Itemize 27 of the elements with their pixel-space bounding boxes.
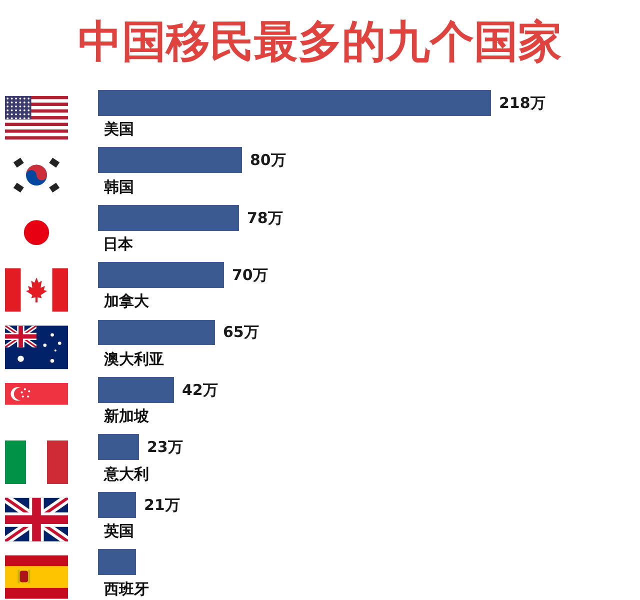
- bar: [98, 434, 139, 460]
- bar: [98, 90, 491, 116]
- bar: [98, 262, 224, 288]
- data-label: 65万: [223, 323, 259, 341]
- bar: [98, 492, 136, 518]
- bar: [98, 147, 242, 173]
- data-label: 23万: [147, 438, 183, 456]
- y-tick-label: 澳大利亚: [103, 350, 164, 368]
- y-tick-label: 意大利: [103, 465, 149, 483]
- bar: [98, 320, 215, 345]
- data-label: 42万: [182, 381, 218, 399]
- data-label: 218万: [499, 94, 546, 112]
- y-tick-label: 英国: [103, 522, 134, 540]
- data-label: 21万: [144, 496, 180, 514]
- bar: [98, 549, 136, 575]
- y-tick-label: 日本: [103, 235, 134, 253]
- data-label: 78万: [247, 209, 283, 227]
- y-tick-label: 西班牙: [103, 580, 149, 598]
- y-tick-label: 美国: [103, 120, 134, 138]
- bar: [98, 205, 239, 231]
- y-tick-label: 加拿大: [103, 292, 150, 310]
- data-label: 70万: [232, 266, 268, 284]
- y-tick-label: 新加坡: [103, 407, 150, 425]
- chart-title: 中国移民最多的九个国家: [78, 16, 562, 68]
- data-label: 80万: [250, 151, 286, 169]
- bar: [98, 377, 174, 403]
- y-tick-label: 韩国: [103, 178, 134, 196]
